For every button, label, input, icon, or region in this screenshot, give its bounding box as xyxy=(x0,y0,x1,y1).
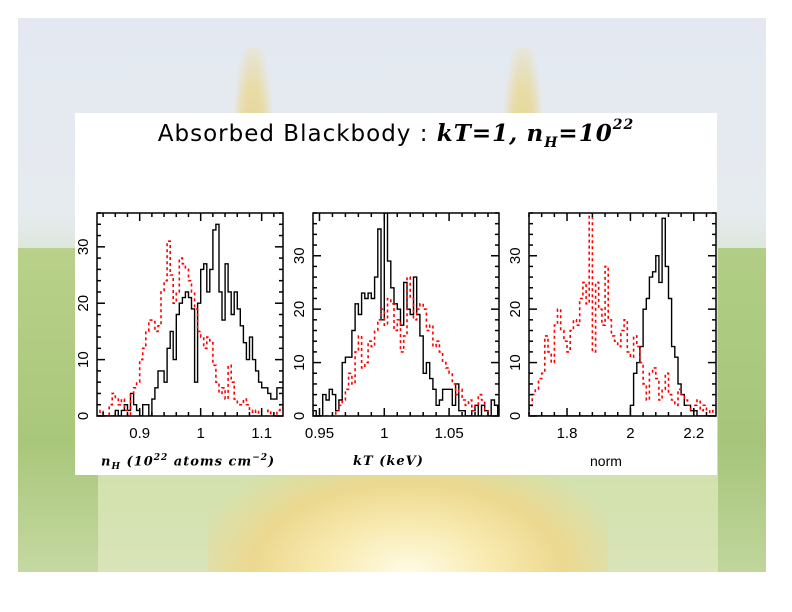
y-tick-label: 30 xyxy=(75,238,92,255)
series-red-plot-1 xyxy=(97,240,283,416)
title-prefix: Absorbed Blackbody : xyxy=(157,121,437,147)
series-black-plot-1 xyxy=(97,223,283,416)
plot-2: 0.95 1 1.05 0 10 20 30 xyxy=(291,212,500,442)
plot-frame-3 xyxy=(528,212,717,417)
title-nh-sub: H xyxy=(544,135,559,151)
plot-3: 1.8 2 2.2 0 10 20 30 xyxy=(507,212,717,442)
xlabel-nh-sup: 22 xyxy=(153,453,169,463)
xlabel-nh-rest: (10 xyxy=(120,454,154,470)
x-tick-label: 1 xyxy=(197,425,205,442)
y-tick-label: 10 xyxy=(75,351,92,368)
y-tick-label: 30 xyxy=(507,247,524,264)
x-tick-label: 0.9 xyxy=(129,425,150,442)
y-tick-label: 20 xyxy=(507,301,524,318)
y-tick-label: 10 xyxy=(291,354,308,371)
series-red-plot-3 xyxy=(529,213,716,416)
xlabel-nh-sup2: −2 xyxy=(252,453,268,463)
x-tick-label: 2 xyxy=(626,425,634,442)
x-tick-label: 1.1 xyxy=(251,425,272,442)
plot-frame-2 xyxy=(312,212,500,417)
xlabel-nh-sub: H xyxy=(111,461,121,472)
chart-panel: Absorbed Blackbody : kT=1, nH=1022 0.9 1 1… xyxy=(75,113,717,475)
plot-frame-1 xyxy=(96,212,284,417)
title-kt: kT=1, xyxy=(436,120,519,147)
title-exp: 22 xyxy=(612,117,635,133)
plot-1: 0.9 1 1.1 0 10 20 30 xyxy=(75,212,284,442)
series-black-plot-2 xyxy=(313,213,499,416)
title-eq: =10 xyxy=(558,120,613,147)
histogram-plots: 0.9 1 1.1 0 10 20 30 0.95 1 1.05 0 10 20 30 1.8 2 2.2 0 10… xyxy=(75,212,717,442)
x-tick-label: 1.8 xyxy=(557,425,578,442)
background-trees-right xyxy=(718,248,766,572)
background-fountain xyxy=(208,458,608,572)
x-tick-label: 2.2 xyxy=(683,425,704,442)
xlabel-nh-tail: atoms cm xyxy=(168,454,253,470)
xlabel-nh: nH (1022 atoms cm−2) xyxy=(101,453,275,472)
x-tick-label: 1.05 xyxy=(434,425,463,442)
xlabel-nh-main: n xyxy=(101,454,112,470)
title-nh: n xyxy=(526,120,545,147)
y-tick-label: 0 xyxy=(75,412,92,420)
y-tick-label: 20 xyxy=(75,295,92,312)
xlabel-norm: norm xyxy=(590,453,622,469)
y-tick-label: 0 xyxy=(507,412,524,420)
xlabel-kt: kT (keV) xyxy=(353,454,424,469)
xlabel-nh-close: ) xyxy=(268,454,276,470)
x-tick-label: 0.95 xyxy=(305,425,334,442)
series-black-plot-3 xyxy=(529,217,716,416)
y-tick-label: 30 xyxy=(291,247,308,264)
x-tick-label: 1 xyxy=(380,425,388,442)
series-red-plot-2 xyxy=(313,276,499,416)
y-tick-label: 10 xyxy=(507,354,524,371)
y-tick-label: 0 xyxy=(291,412,308,420)
chart-title: Absorbed Blackbody : kT=1, nH=1022 xyxy=(75,117,717,151)
y-tick-label: 20 xyxy=(291,301,308,318)
